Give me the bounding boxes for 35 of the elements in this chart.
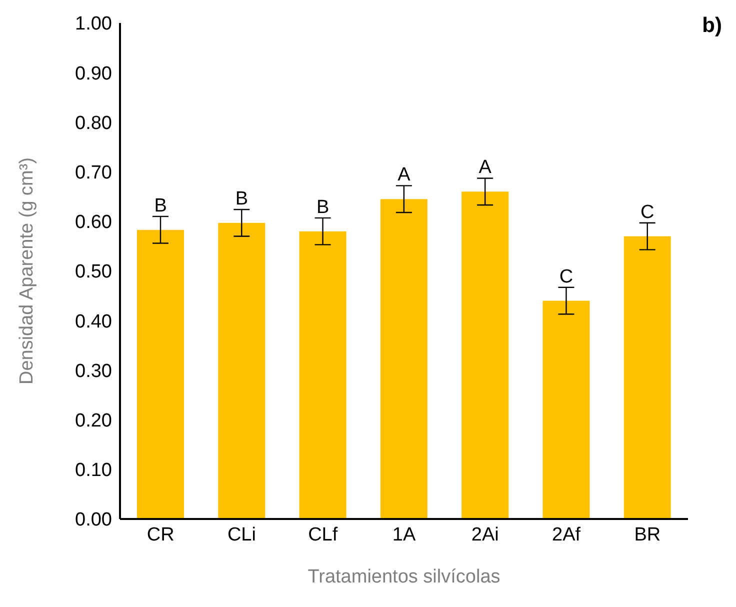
x-tick-label: CR: [146, 524, 174, 546]
y-tick-label: 0.70: [75, 162, 112, 184]
text: b): [702, 14, 722, 38]
y-tick-label: 0.90: [75, 63, 112, 84]
x-tick-label: 2Ai: [471, 524, 499, 546]
x-tick-label: 1A: [392, 524, 416, 546]
y-axis-title: Densidad Aparente (g cm³): [16, 157, 38, 385]
annotation: A: [478, 157, 492, 178]
x-tick-label: 2Af: [552, 524, 582, 546]
bar: [218, 222, 266, 519]
y-tick-label: 0.60: [75, 212, 112, 234]
bar: [137, 230, 184, 519]
annotation: C: [559, 266, 574, 288]
x-axis-title: Tratamientos silvícolas: [308, 566, 500, 588]
bar: [624, 236, 671, 519]
y-tick-label: 0.30: [75, 360, 112, 382]
y-tick-label: 0.00: [75, 510, 112, 531]
bar: [299, 231, 346, 519]
y-tick-label: 0.20: [75, 410, 112, 432]
y-tick-label: 0.40: [75, 311, 112, 332]
y-tick-label: 1.00: [75, 14, 112, 35]
annotation: A: [398, 164, 411, 186]
annotation: C: [640, 202, 654, 223]
y-tick-label: 0.10: [75, 460, 112, 482]
x-tick-label: CLi: [227, 524, 256, 546]
y-tick-label: 0.80: [75, 112, 112, 134]
bar: [542, 300, 590, 519]
y-tick-label: 0.50: [75, 262, 112, 283]
x-tick-label: BR: [634, 524, 661, 546]
annotation: B: [154, 195, 167, 216]
annotation: B: [235, 188, 248, 210]
bar: [462, 192, 509, 519]
annotation: B: [316, 196, 330, 218]
x-tick-label: CLf: [308, 524, 338, 546]
bar: [380, 199, 428, 519]
